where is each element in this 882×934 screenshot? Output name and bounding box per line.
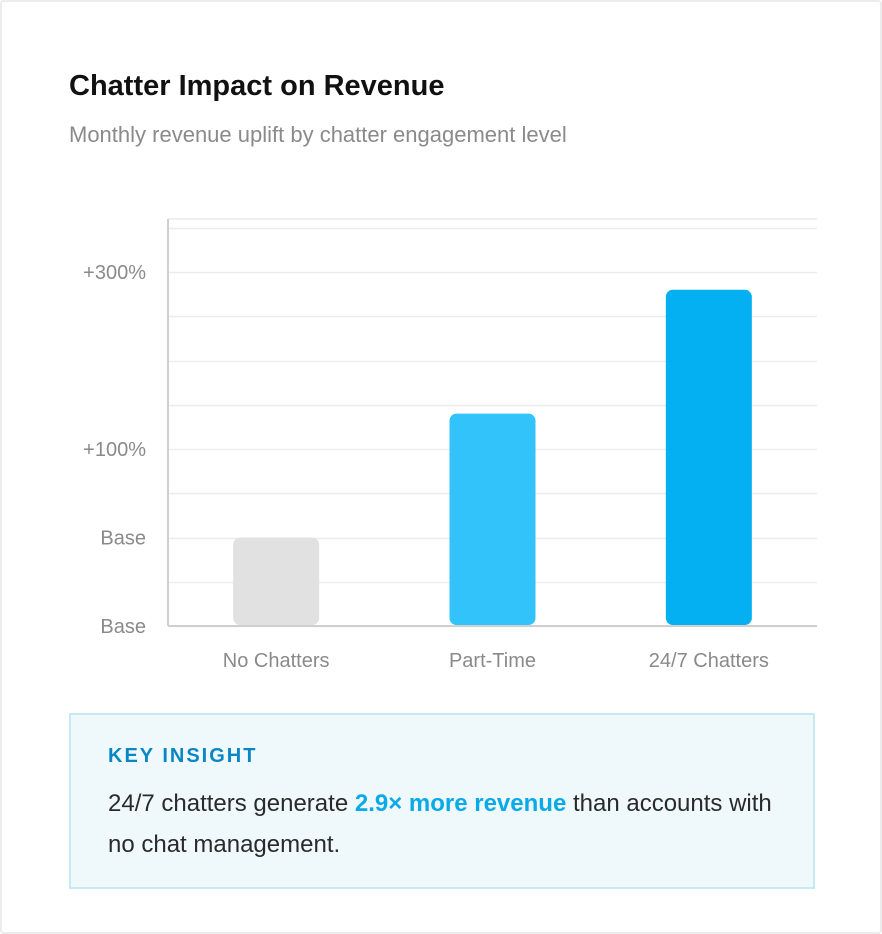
x-tick-label: No Chatters bbox=[223, 650, 330, 672]
key-insight-box: KEY INSIGHT 24/7 chatters generate 2.9× … bbox=[69, 713, 815, 889]
bar bbox=[449, 413, 536, 625]
insight-text-before: 24/7 chatters generate bbox=[108, 790, 355, 817]
y-tick-label: Base bbox=[100, 528, 146, 550]
bar bbox=[665, 289, 752, 625]
bars bbox=[233, 289, 752, 625]
bar-chart: Base Base +100% +300% No Chatters Part-Time 24… bbox=[83, 218, 817, 672]
y-tick-label: +300% bbox=[83, 262, 146, 284]
bar bbox=[233, 537, 320, 625]
chart-title: Chatter Impact on Revenue bbox=[69, 70, 445, 102]
y-tick-label: Base bbox=[100, 616, 146, 638]
axes bbox=[167, 219, 817, 627]
insight-highlight: 2.9× more revenue bbox=[354, 790, 567, 817]
insight-text-after: than accounts with no chat management. bbox=[108, 790, 772, 858]
y-tick-label: +100% bbox=[83, 439, 146, 461]
key-insight-label: KEY INSIGHT bbox=[108, 745, 258, 767]
key-insight-text: 24/7 chatters generate 2.9× more revenue… bbox=[108, 783, 798, 865]
x-tick-label: Part-Time bbox=[449, 650, 536, 672]
axis-labels: Base Base +100% +300% No Chatters Part-Time 24… bbox=[83, 262, 769, 672]
x-tick-label: 24/7 Chatters bbox=[649, 650, 769, 672]
chart-subtitle: Monthly revenue uplift by chatter engage… bbox=[69, 122, 567, 147]
